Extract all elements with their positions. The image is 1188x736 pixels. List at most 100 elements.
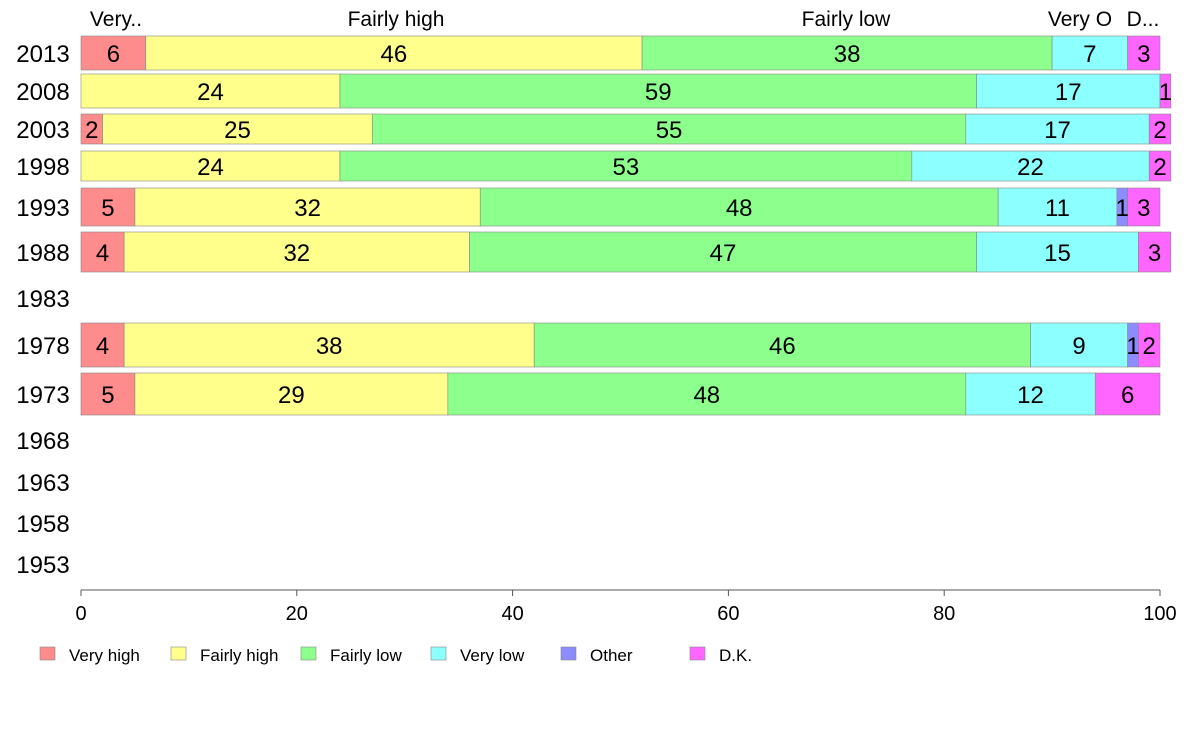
y-label-1953: 1953 [16,552,69,579]
legend-label-very-high: Very high [69,646,140,665]
y-label-1993: 1993 [16,195,69,222]
bar-value-1973-fairly-high: 29 [278,382,305,409]
x-tick-label-60: 60 [717,603,739,625]
bar-value-2003-very-high: 2 [85,117,98,144]
bar-1993-fairly-high [134,187,481,227]
bar-1973-d-k- [1094,372,1161,416]
y-label-1983: 1983 [16,286,69,313]
bar-value-1978-fairly-high: 38 [316,333,343,360]
bar-2003-d-k- [1148,113,1172,145]
bar-1978-very-high [80,322,125,368]
bar-1988-fairly-high [123,231,470,273]
bar-labels-layer: 6 46 38 7 324 59 17 12 25 55 17 224 53 22 25 32 48 11 1 34 3… [85,41,1172,409]
bar-value-1978-very-high: 4 [96,333,109,360]
y-label-1988: 1988 [16,240,69,267]
bar-value-2003-very-low: 17 [1044,117,1071,144]
bar-value-1973-d-k-: 6 [1121,382,1134,409]
bar-1978-d-k- [1138,322,1161,368]
bar-2003-fairly-high [102,113,373,145]
x-tick-label-100: 100 [1143,603,1176,625]
bar-value-1998-fairly-low: 53 [613,154,640,181]
legend-swatch-other [560,646,577,661]
x-tick-label-80: 80 [933,603,955,625]
bar-2013-very-high [80,35,147,71]
top-labels-layer: Very.. Fairly high Fairly low Very O D... [90,8,1159,31]
bar-2013-fairly-high [145,35,643,71]
bar-value-1973-fairly-low: 48 [693,382,720,409]
legend-swatch-very-high [39,646,56,661]
y-label-1978: 1978 [16,333,69,360]
bar-2013-fairly-low [641,35,1053,71]
y-label-2013: 2013 [16,41,69,68]
bar-2008-fairly-low [339,73,977,109]
bar-value-1998-very-low: 22 [1017,154,1044,181]
bar-2008-fairly-high [80,73,341,109]
legend-label-d-k-: D.K. [719,646,752,665]
y-axis-labels: 2013 2008 2003 1998 1993 1988 1983 1978 1973 1968… [16,41,69,579]
top-label-1: Fairly high [348,8,445,31]
bar-1998-d-k- [1148,150,1172,182]
bar-1973-very-high [80,372,136,416]
bar-value-1993-d-k-: 3 [1137,195,1150,222]
y-label-2003: 2003 [16,117,69,144]
bar-value-2013-fairly-low: 38 [834,41,861,68]
bar-value-1978-d-k-: 2 [1143,333,1156,360]
bar-1988-very-low [976,231,1139,273]
bar-1993-d-k- [1127,187,1161,227]
bar-2013-very-low [1051,35,1128,71]
legend-swatch-fairly-high [170,646,187,661]
bar-1988-fairly-low [469,231,977,273]
bar-1973-fairly-low [447,372,967,416]
bar-1973-very-low [965,372,1096,416]
bars-layer [80,35,1172,416]
bar-2003-very-low [965,113,1150,145]
legend-label-very-low: Very low [460,646,525,665]
bar-value-1988-d-k-: 3 [1148,240,1161,267]
y-label-1968: 1968 [16,428,69,455]
bar-value-1973-very-low: 12 [1017,382,1044,409]
bar-1998-fairly-low [339,150,913,182]
bar-value-1993-very-high: 5 [101,195,114,222]
x-tick-label-20: 20 [286,603,308,625]
bar-value-1988-fairly-low: 47 [710,240,737,267]
x-axis: 0 20 40 60 80 100 [75,589,1177,625]
bar-value-2013-very-high: 6 [107,41,120,68]
bar-1978-fairly-low [533,322,1031,368]
y-label-1958: 1958 [16,511,69,538]
bar-2008-very-low [976,73,1161,109]
top-label-4: D... [1127,8,1160,31]
bar-value-1988-very-high: 4 [96,240,109,267]
bar-value-1993-fairly-low: 48 [726,195,753,222]
top-label-2: Fairly low [802,8,892,31]
legend-swatch-fairly-low [300,646,317,661]
bar-1973-fairly-high [134,372,449,416]
bar-value-1988-very-low: 15 [1044,240,1071,267]
bar-value-1988-fairly-high: 32 [283,240,310,267]
x-tick-label-40: 40 [501,603,523,625]
legend: Very high Fairly high Fairly low Very low Ot… [39,646,752,665]
bar-value-1973-very-high: 5 [101,382,114,409]
bar-value-2013-very-low: 7 [1083,41,1096,68]
x-tick-label-0: 0 [75,603,86,625]
bar-value-2013-fairly-high: 46 [381,41,408,68]
legend-swatch-very-low [430,646,447,661]
bar-value-2003-d-k-: 2 [1153,117,1166,144]
bar-value-2013-d-k-: 3 [1137,41,1150,68]
bar-1998-fairly-high [80,150,341,182]
bar-value-1993-fairly-high: 32 [294,195,321,222]
bar-value-2008-very-low: 17 [1055,79,1082,106]
bar-value-1998-fairly-high: 24 [197,154,224,181]
bar-1993-very-low [997,187,1118,227]
bar-1978-fairly-high [123,322,535,368]
legend-label-fairly-high: Fairly high [200,646,278,665]
bar-value-1978-very-low: 9 [1072,333,1085,360]
bar-value-1993-other: 1 [1116,195,1129,222]
y-label-1973: 1973 [16,382,69,409]
bar-value-1993-very-low: 11 [1045,195,1070,222]
legend-label-fairly-low: Fairly low [330,646,403,665]
bar-2013-d-k- [1127,35,1161,71]
bar-1988-very-high [80,231,125,273]
legend-swatch-d-k- [689,646,706,661]
y-label-1963: 1963 [16,470,69,497]
